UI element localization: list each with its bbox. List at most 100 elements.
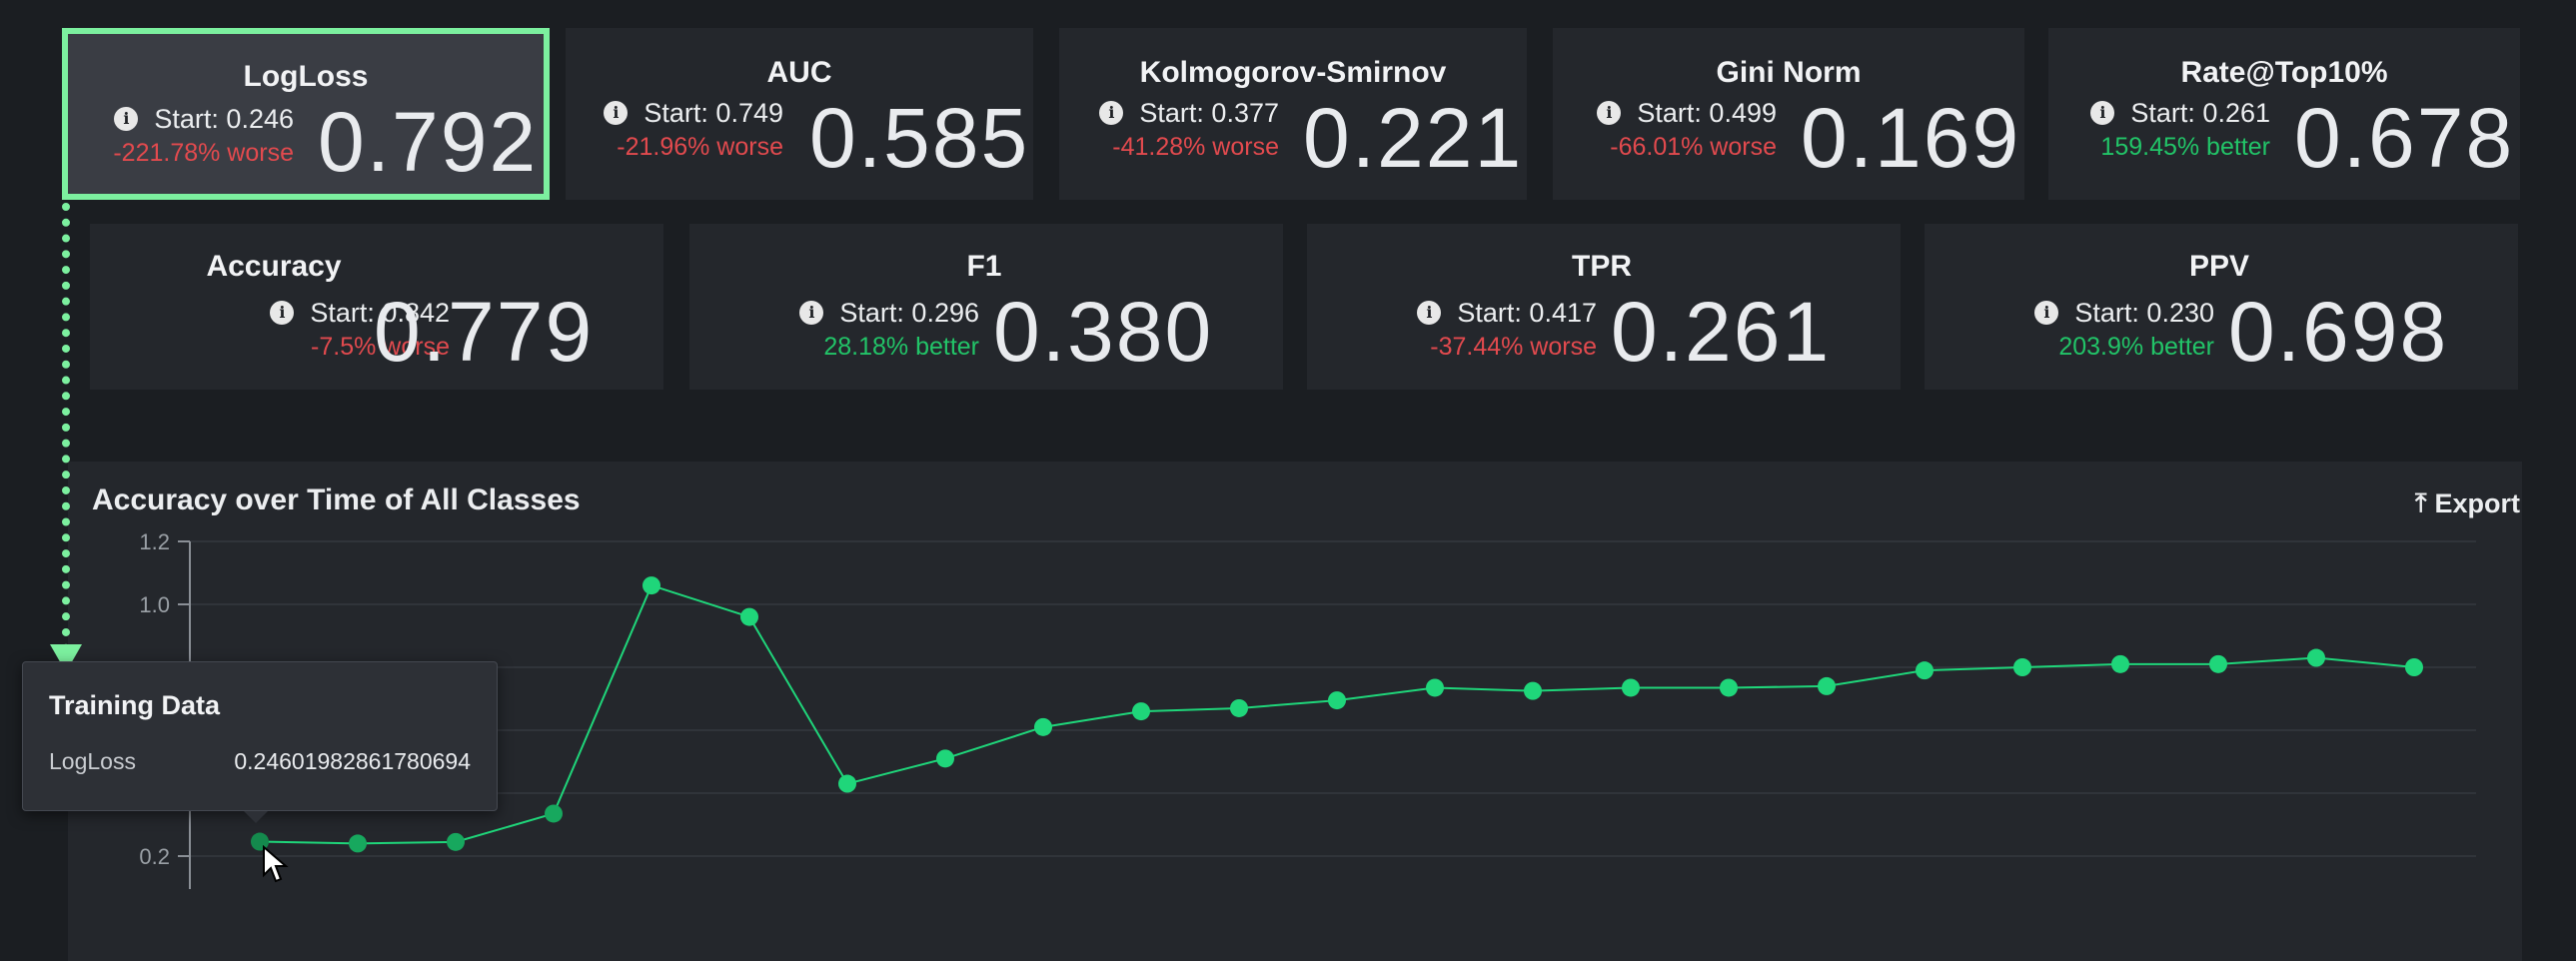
metric-name: Kolmogorov-Smirnov	[1139, 56, 1447, 89]
data-point[interactable]	[2209, 654, 2227, 673]
data-point[interactable]	[2013, 658, 2031, 676]
metric-card-f1[interactable]: F1 i Start: 0.296 28.18% better 0.380	[689, 224, 1283, 390]
data-point[interactable]	[1622, 678, 1640, 697]
info-icon[interactable]: i	[1099, 101, 1124, 125]
tooltip-label: LogLoss	[49, 748, 136, 774]
info-icon[interactable]: i	[1417, 301, 1442, 325]
start-value: Start: 0.377	[1139, 98, 1279, 128]
metric-card-rate-top10[interactable]: Rate@Top10% i Start: 0.261 159.45% better…	[2048, 28, 2520, 200]
change-value: -41.28% worse	[1112, 133, 1279, 161]
start-value: Start: 0.296	[839, 298, 979, 328]
info-icon[interactable]: i	[604, 101, 629, 125]
data-point[interactable]	[1818, 676, 1836, 695]
change-value: -7.5% worse	[311, 333, 450, 361]
change-value: -221.78% worse	[113, 139, 294, 167]
metric-stats: i Start: 0.230 203.9% better	[2034, 296, 2214, 364]
data-point[interactable]	[1916, 661, 1933, 680]
data-point[interactable]	[1034, 717, 1052, 736]
series-line	[259, 583, 2415, 845]
metric-name: PPV	[2188, 250, 2250, 283]
metric-name: TPR	[1572, 250, 1632, 283]
info-icon[interactable]: i	[114, 107, 139, 131]
metric-card-tpr[interactable]: TPR i Start: 0.417 -37.44% worse 0.261	[1307, 224, 1901, 390]
metric-card-kolmogorov-smirnov[interactable]: Kolmogorov-Smirnov i Start: 0.377 -41.28%…	[1059, 28, 1527, 200]
data-point[interactable]	[251, 832, 269, 851]
metric-card-ppv[interactable]: PPV i Start: 0.230 203.9% better 0.698	[1925, 224, 2518, 390]
data-point[interactable]	[643, 576, 660, 595]
metric-card-auc[interactable]: AUC i Start: 0.749 -21.96% worse 0.585	[566, 28, 1033, 200]
chart-title: Accuracy over Time of All Classes	[92, 483, 581, 516]
start-value: Start: 0.842	[310, 298, 450, 328]
metric-name: AUC	[766, 56, 832, 89]
change-value: 28.18% better	[823, 333, 979, 361]
metric-value: 0.221	[1303, 91, 1524, 185]
data-point[interactable]	[447, 832, 465, 851]
metric-card-gini-norm[interactable]: Gini Norm i Start: 0.499 -66.01% worse 0.…	[1553, 28, 2024, 200]
tooltip-caret	[244, 811, 268, 823]
metric-value: 0.585	[809, 91, 1030, 185]
metric-stats: i Start: 0.499 -66.01% worse	[1597, 96, 1777, 164]
change-value: -37.44% worse	[1430, 333, 1597, 361]
start-value: Start: 0.230	[2074, 298, 2214, 328]
change-value: -21.96% worse	[617, 133, 783, 161]
mouse-cursor-icon	[263, 845, 289, 883]
metric-value: 0.169	[1801, 91, 2021, 185]
export-label: Export	[2434, 487, 2520, 518]
metric-stats: i Start: 0.842 -7.5% worse	[270, 296, 450, 364]
metric-stats: i Start: 0.296 28.18% better	[799, 296, 979, 364]
data-point[interactable]	[1426, 678, 1444, 697]
info-icon[interactable]: i	[1597, 101, 1622, 125]
start-value: Start: 0.417	[1457, 298, 1597, 328]
metric-value: 0.678	[2294, 91, 2515, 185]
upload-icon: ⤒	[2414, 487, 2427, 517]
data-point[interactable]	[2307, 648, 2325, 667]
info-icon[interactable]: i	[2090, 101, 2115, 125]
metric-name: LogLoss	[243, 60, 369, 93]
tooltip-value: 0.24601982861780694	[234, 748, 471, 774]
data-point[interactable]	[545, 804, 563, 823]
metric-name: Rate@Top10%	[2180, 56, 2388, 89]
metric-stats: i Start: 0.377 -41.28% worse	[1099, 96, 1279, 164]
start-value: Start: 0.499	[1637, 98, 1777, 128]
metric-stats: i Start: 0.749 -21.96% worse	[604, 96, 783, 164]
data-point[interactable]	[349, 834, 367, 853]
data-point[interactable]	[1720, 678, 1738, 697]
info-icon[interactable]: i	[799, 301, 824, 325]
export-button[interactable]: ⤒ Export	[2415, 487, 2520, 519]
metric-value: 0.261	[1611, 285, 1832, 379]
data-point[interactable]	[838, 774, 856, 793]
metric-value: 0.698	[2228, 285, 2449, 379]
data-point[interactable]	[1230, 698, 1248, 717]
metric-value: 0.380	[993, 285, 1214, 379]
data-point[interactable]	[936, 749, 954, 768]
data-point[interactable]	[1524, 681, 1542, 700]
y-tick-label: 0.2	[139, 844, 170, 869]
change-value: -66.01% worse	[1610, 133, 1777, 161]
metric-name: Gini Norm	[1716, 56, 1862, 89]
metric-stats: i Start: 0.261 159.45% better	[2090, 96, 2270, 164]
metric-stats: i Start: 0.417 -37.44% worse	[1417, 296, 1597, 364]
change-value: 159.45% better	[2100, 133, 2270, 161]
info-icon[interactable]: i	[2034, 301, 2059, 325]
start-value: Start: 0.261	[2130, 98, 2270, 128]
data-point[interactable]	[2405, 658, 2423, 676]
metric-card-logloss[interactable]: LogLoss i Start: 0.246 -221.78% worse 0.7…	[62, 28, 550, 200]
chart-tooltip: Training Data LogLoss 0.2460198286178069…	[22, 661, 498, 811]
start-value: Start: 0.749	[644, 98, 783, 128]
metric-name: Accuracy	[206, 250, 342, 283]
metric-value: 0.792	[318, 95, 539, 189]
metric-card-accuracy[interactable]: Accuracy i Start: 0.842 -7.5% worse 0.779	[90, 224, 663, 390]
change-value: 203.9% better	[2058, 333, 2214, 361]
annotation-dotted-line	[62, 203, 70, 652]
start-value: Start: 0.246	[154, 104, 294, 134]
metric-stats: i Start: 0.246 -221.78% worse	[113, 102, 294, 170]
metric-name: F1	[966, 250, 1002, 283]
y-tick-label: 1.0	[139, 592, 170, 617]
data-point[interactable]	[1132, 702, 1150, 721]
metric-value: 0.779	[374, 285, 595, 379]
info-icon[interactable]: i	[270, 301, 295, 325]
data-point[interactable]	[2111, 654, 2129, 673]
data-point[interactable]	[1328, 691, 1346, 710]
data-point[interactable]	[740, 607, 758, 626]
